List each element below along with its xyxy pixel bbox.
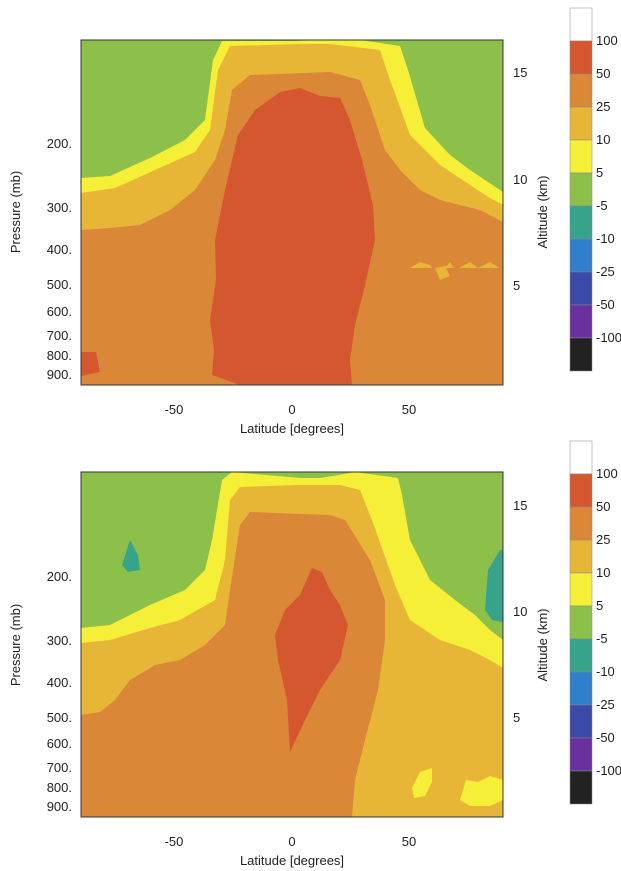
top-pressure-tick: 300. [47, 200, 72, 215]
top-pressure-tick: 400. [47, 242, 72, 257]
colorbar-swatch [569, 172, 593, 207]
top-pressure-ticks: 200. 300. 400. 500. 600. 700. 800. 900. [47, 136, 72, 382]
top-region-red-corner [81, 352, 100, 376]
colorbar-swatch [569, 638, 593, 673]
top-pressure-tick: 800. [47, 348, 72, 363]
bottom-pressure-tick: 400. [47, 675, 72, 690]
bottom-pressure-ticks: 200. 300. 400. 500. 600. 700. 800. 900. [47, 569, 72, 814]
top-y2-axis-title: Altitude (km) [535, 176, 550, 249]
colorbar-swatch [569, 304, 593, 339]
colorbar-label: 25 [596, 99, 610, 114]
bottom-pressure-tick: 200. [47, 569, 72, 584]
colorbar-label: -50 [596, 297, 615, 312]
bottom-pressure-tick: 600. [47, 736, 72, 751]
colorbar-swatch [569, 605, 593, 640]
top-pressure-tick: 500. [47, 277, 72, 292]
colorbar-label: 10 [596, 132, 610, 147]
bottom-altitude-ticks: 5 10 15 [513, 498, 527, 725]
colorbar-swatch [569, 7, 593, 42]
bottom-plot-frame [80, 471, 504, 818]
bottom-x-axis-title: Latitude [degrees] [240, 853, 344, 868]
bottom-pressure-tick: 700. [47, 760, 72, 775]
colorbar-label: 100 [596, 33, 618, 48]
bottom-pressure-tick: 800. [47, 780, 72, 795]
top-region-gold-patch [435, 266, 450, 280]
top-altitude-tick: 5 [513, 278, 520, 293]
top-x-tick: 50 [402, 402, 416, 417]
bottom-y-axis-title: Pressure (mb) [8, 604, 23, 686]
colorbar-label: 25 [596, 532, 610, 547]
top-region-red-core [210, 88, 375, 385]
top-altitude-tick: 10 [513, 172, 527, 187]
colorbar-swatch [569, 238, 593, 273]
colorbar-swatch [569, 704, 593, 739]
colorbar-label: -25 [596, 264, 615, 279]
bottom-altitude-tick: 15 [513, 498, 527, 513]
top-pressure-tick: 900. [47, 367, 72, 382]
colorbar-label: 5 [596, 598, 603, 613]
bottom-pressure-tick: 900. [47, 799, 72, 814]
colorbar-swatch [569, 671, 593, 706]
top-altitude-tick: 15 [513, 65, 527, 80]
bottom-region-yellow-patch2 [460, 776, 503, 806]
bottom-panel: -50 0 50 Latitude [degrees] 200. 300. 40… [8, 471, 550, 868]
top-contour-field [81, 40, 503, 385]
top-pressure-tick: 700. [47, 328, 72, 343]
colorbar-swatch [569, 139, 593, 174]
top-x-ticks: -50 0 50 [165, 402, 417, 417]
colorbar-swatch [569, 337, 593, 372]
colorbar-swatch [569, 106, 593, 141]
bottom-region-teal-left [122, 540, 140, 572]
bottom-region-red-core [275, 568, 348, 752]
bottom-pressure-tick: 300. [47, 633, 72, 648]
colorbar-swatch [569, 40, 593, 75]
bottom-pressure-tick: 500. [47, 710, 72, 725]
top-x-axis-title: Latitude [degrees] [240, 421, 344, 436]
bottom-x-tick: -50 [165, 834, 184, 849]
colorbar-swatch [569, 506, 593, 541]
colorbar-label: -10 [596, 664, 615, 679]
bottom-altitude-tick: 5 [513, 710, 520, 725]
top-x-tick: 0 [288, 402, 295, 417]
colorbar-label: -50 [596, 730, 615, 745]
colorbar-swatch [569, 770, 593, 805]
colorbar-swatch [569, 473, 593, 508]
top-x-tick: -50 [165, 402, 184, 417]
top-plot-frame [80, 39, 504, 386]
top-pressure-tick: 600. [47, 304, 72, 319]
top-panel: -50 0 50 Latitude [degrees] 200. 300. 40… [8, 39, 550, 436]
colorbar-label: -100 [596, 763, 621, 778]
colorbar-swatch [569, 271, 593, 306]
colorbar-swatch [569, 205, 593, 240]
bottom-x-tick: 50 [402, 834, 416, 849]
colorbar-label: -100 [596, 330, 621, 345]
colorbar-label: 50 [596, 66, 610, 81]
colorbar-swatch [569, 572, 593, 607]
colorbar-swatch [569, 539, 593, 574]
colorbar-label: -25 [596, 697, 615, 712]
colorbar-label: 50 [596, 499, 610, 514]
bottom-region-teal-right [485, 550, 503, 622]
top-altitude-ticks: 5 10 15 [513, 65, 527, 293]
colorbar-label: 10 [596, 565, 610, 580]
colorbar-top: 100 50 25 10 5 -5 -10 -25 -50 -100 [569, 7, 621, 372]
colorbar-label: -5 [596, 198, 608, 213]
bottom-contour-field [81, 472, 503, 817]
colorbar-swatch [569, 73, 593, 108]
colorbar-swatch [569, 737, 593, 772]
colorbar-label: -5 [596, 631, 608, 646]
bottom-y2-axis-title: Altitude (km) [535, 609, 550, 682]
bottom-region-yellow-patch1 [412, 768, 432, 798]
colorbar-label: -10 [596, 231, 615, 246]
colorbar-label: 100 [596, 466, 618, 481]
bottom-x-ticks: -50 0 50 [165, 834, 417, 849]
bottom-x-tick: 0 [288, 834, 295, 849]
top-pressure-tick: 200. [47, 136, 72, 151]
colorbar-swatch [569, 440, 593, 475]
bottom-altitude-tick: 10 [513, 604, 527, 619]
colorbar-label: 5 [596, 165, 603, 180]
colorbar-bottom: 100 50 25 10 5 -5 -10 -25 -50 -100 [569, 440, 621, 805]
top-y-axis-title: Pressure (mb) [8, 171, 23, 253]
